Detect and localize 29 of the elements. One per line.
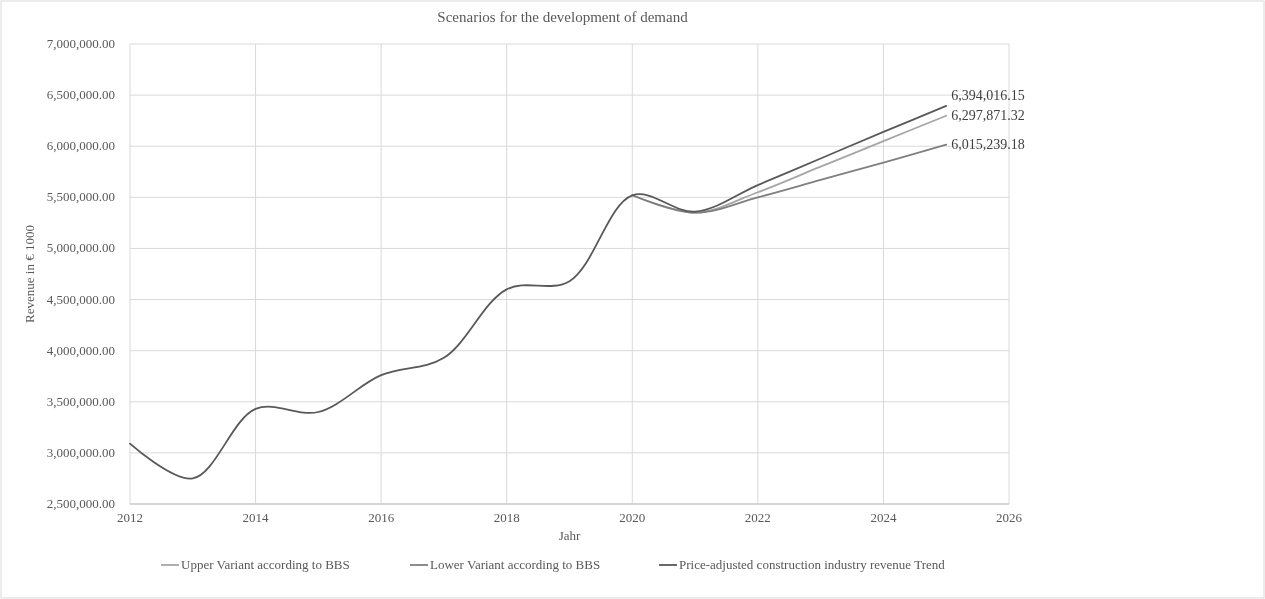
legend-label: Lower Variant according to BBS <box>430 557 601 572</box>
x-tick-label: 2026 <box>996 510 1023 525</box>
legend-label: Upper Variant according to BBS <box>181 557 350 572</box>
x-tick-label: 2012 <box>117 510 143 525</box>
x-tick-label: 2016 <box>368 510 395 525</box>
x-axis-title: Jahr <box>558 528 581 543</box>
y-tick-label: 4,000,000.00 <box>46 342 115 358</box>
data-label: 6,394,016.15 <box>951 87 1025 103</box>
y-tick-label: 4,500,000.00 <box>46 291 115 307</box>
y-tick-label: 6,000,000.00 <box>46 138 115 154</box>
chart-title: Scenarios for the development of demand <box>437 9 689 25</box>
data-label: 6,297,871.32 <box>951 107 1025 123</box>
x-tick-label: 2020 <box>619 510 646 525</box>
y-tick-label: 5,500,000.00 <box>46 189 115 205</box>
x-tick-label: 2014 <box>242 510 270 525</box>
y-tick-label: 7,000,000.00 <box>46 36 115 51</box>
y-tick-label: 3,500,000.00 <box>46 393 115 409</box>
y-tick-label: 6,500,000.00 <box>46 87 115 103</box>
x-tick-label: 2024 <box>870 510 897 525</box>
x-tick-label: 2018 <box>493 510 520 525</box>
line-series <box>631 143 948 214</box>
line-series <box>129 105 948 480</box>
y-tick-label: 3,000,000.00 <box>46 444 115 460</box>
y-axis-title: Revenue in € 1000 <box>22 225 37 323</box>
legend-label: Price-adjusted construction industry revenue Trend <box>679 557 946 572</box>
x-tick-label: 2022 <box>744 510 771 525</box>
y-tick-label: 2,500,000.00 <box>46 496 115 511</box>
data-label: 6,015,239.18 <box>951 136 1025 152</box>
y-tick-label: 5,000,000.00 <box>46 240 115 256</box>
